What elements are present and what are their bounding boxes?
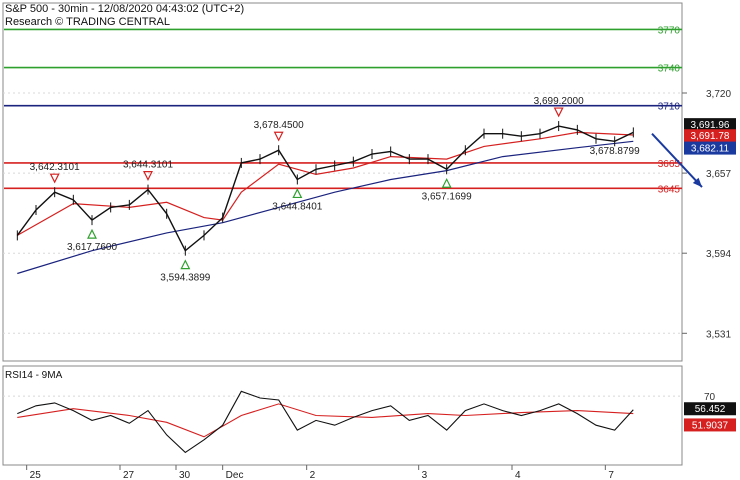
annotation-label-2: 3,644.3101 <box>123 160 173 171</box>
forecast-arrow-head <box>692 177 702 188</box>
bear-marker-2 <box>143 171 153 181</box>
annotation-label-6: 3,657.1699 <box>422 191 472 202</box>
bull-marker-3 <box>180 259 191 270</box>
price-y-tick-label-1: 3,657 <box>706 169 731 180</box>
x-tick-label-2: 30 <box>179 470 191 480</box>
price-badge-2 <box>684 141 736 155</box>
price-badge-0 <box>684 118 736 132</box>
annotation-label-1: 3,617.7600 <box>67 242 117 253</box>
bull-marker-6 <box>441 177 452 188</box>
price-y-tick-label-3: 3,531 <box>706 329 731 340</box>
x-tick-label-6: 4 <box>515 470 521 480</box>
rsi-badge-1 <box>684 418 736 432</box>
price-badge-label-2: 3,682.11 <box>691 144 730 155</box>
bear-marker-7 <box>553 107 564 118</box>
annotation-label-8: 3,678.8799 <box>590 146 640 157</box>
x-tick-label-1: 27 <box>123 470 135 480</box>
price-annotations: 3,642.3101 3,617.7600 3,644.3101 3,594.3899… <box>30 96 640 284</box>
price-badge-1 <box>684 129 736 143</box>
bull-marker-1 <box>87 228 97 239</box>
rsi-badge-0 <box>684 402 736 416</box>
rsi-line <box>17 390 634 454</box>
rsi-badges: 56.452 51.9037 <box>684 402 736 432</box>
x-tick-label-4: 2 <box>310 470 316 480</box>
x-tick-label-5: 3 <box>422 470 428 480</box>
bear-marker-4 <box>273 131 284 142</box>
rsi-badge-label-1: 51.9037 <box>692 420 729 431</box>
price-badges: 3,691.963,691.78 3,682.11 <box>684 118 736 155</box>
price-badge-label-0: 3,691.96 <box>691 120 730 131</box>
x-tick-label-3: Dec <box>226 470 244 480</box>
rsi-badge-label-0: 56.452 <box>695 404 726 415</box>
price-series <box>16 121 634 256</box>
level-label-3645: 3645 <box>658 184 681 195</box>
rsi-title: RSI14 - 9MA <box>5 370 63 381</box>
x-axis: 25 27 30 Dec 2 3 4 7 <box>26 465 614 480</box>
bull-marker-5 <box>292 188 303 199</box>
price-panel-frame <box>2 2 683 362</box>
annotation-label-3: 3,594.3899 <box>160 273 210 284</box>
ma-slow-line <box>17 140 634 275</box>
bear-marker-0 <box>49 173 60 184</box>
price-line <box>16 125 634 252</box>
x-tick-label-0: 25 <box>30 470 42 480</box>
rsi-y-tick-label-0: 70 <box>704 392 716 403</box>
ma-fast-line <box>17 131 634 236</box>
level-label-3740: 3740 <box>658 64 681 75</box>
price-badge-label-1: 3,691.78 <box>691 131 730 142</box>
annotation-label-5: 3,644.8401 <box>272 201 322 212</box>
level-label-3665: 3665 <box>658 159 681 170</box>
chart-title: S&P 500 - 30min - 12/08/2020 04:43:02 (U… <box>5 3 244 15</box>
chart-subtitle: Research © TRADING CENTRAL <box>5 16 170 28</box>
price-y-tick-label-2: 3,594 <box>706 249 731 260</box>
forecast-arrow-shaft <box>651 133 703 188</box>
annotation-label-7: 3,699.2000 <box>534 96 584 107</box>
rsi-panel-frame <box>2 365 683 466</box>
rsi-series <box>17 390 634 454</box>
x-tick-label-7: 7 <box>608 470 614 480</box>
level-label-3710: 3710 <box>658 102 681 113</box>
moving-averages <box>17 131 634 275</box>
level-label-3770: 3770 <box>658 25 681 36</box>
support-resistance-levels: 3770 3740 3710 3665 3645 <box>4 25 682 195</box>
rsi-y-axis: 70 <box>704 392 716 403</box>
price-y-tick-label-0: 3,720 <box>706 89 731 100</box>
price-y-axis: 3,720 3,657 3,594 3,531 <box>682 89 731 340</box>
forecast-arrow <box>651 133 703 188</box>
annotation-label-4: 3,678.4500 <box>254 120 304 131</box>
annotation-label-0: 3,642.3101 <box>30 162 80 173</box>
